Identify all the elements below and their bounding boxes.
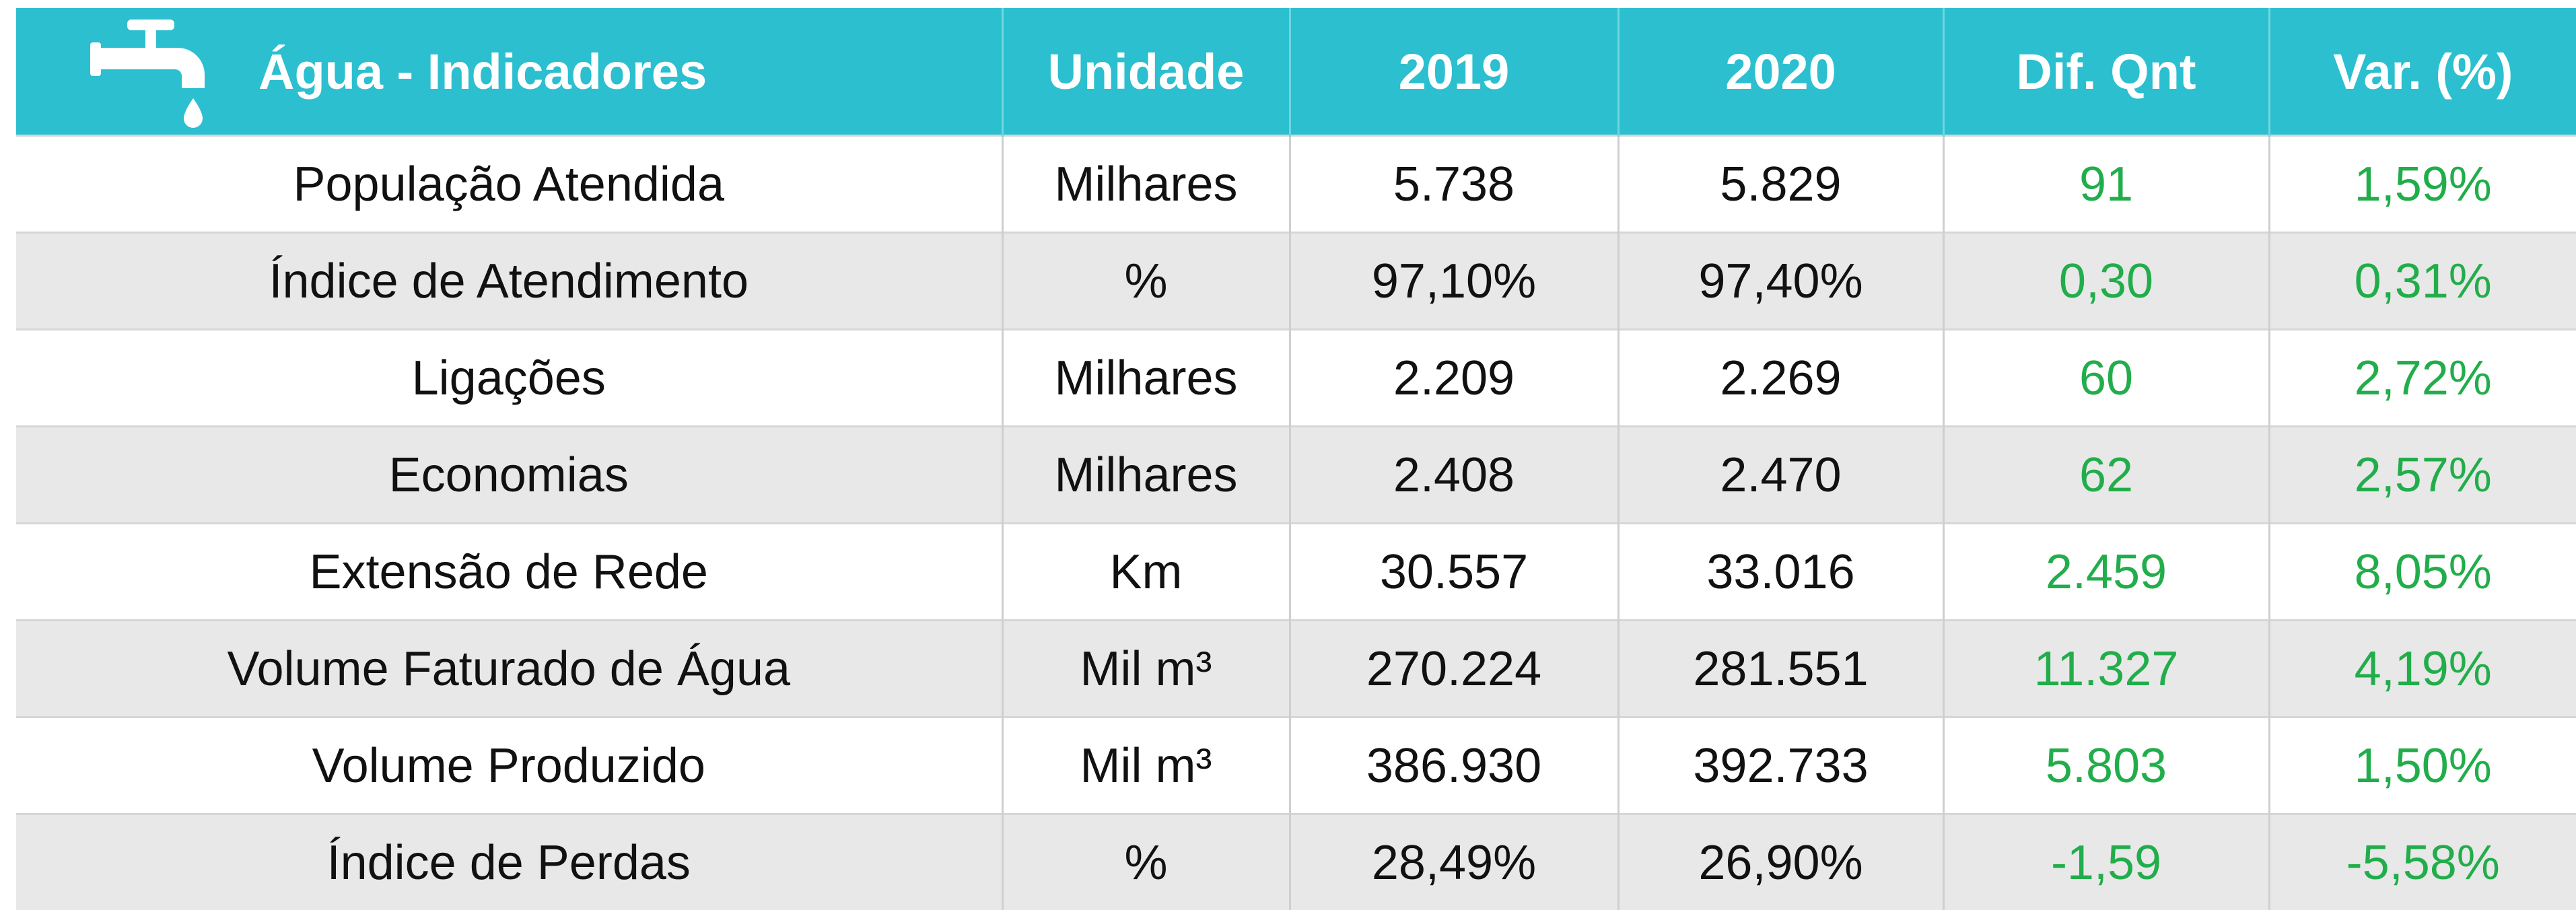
table-cell: 4,19% bbox=[2269, 621, 2576, 718]
table-cell: 28,49% bbox=[1290, 814, 1618, 910]
header-title-cell: Água - Indicadores bbox=[16, 8, 1002, 136]
table-cell: Extensão de Rede bbox=[16, 524, 1002, 621]
table-cell: 2.269 bbox=[1618, 330, 1943, 427]
table-cell: 2.459 bbox=[1943, 524, 2269, 621]
table-cell: Economias bbox=[16, 427, 1002, 524]
table-cell: -1,59 bbox=[1943, 814, 2269, 910]
table-cell: 1,59% bbox=[2269, 136, 2576, 233]
header-title: Água - Indicadores bbox=[258, 43, 707, 100]
table-cell: 5.738 bbox=[1290, 136, 1618, 233]
table-cell: 2.408 bbox=[1290, 427, 1618, 524]
table-cell: 60 bbox=[1943, 330, 2269, 427]
table-cell: 30.557 bbox=[1290, 524, 1618, 621]
table-cell: -5,58% bbox=[2269, 814, 2576, 910]
faucet-icon bbox=[90, 14, 211, 129]
table-cell: Milhares bbox=[1002, 427, 1290, 524]
table-cell: 2,72% bbox=[2269, 330, 2576, 427]
table-cell: 33.016 bbox=[1618, 524, 1943, 621]
header-cell: 2019 bbox=[1290, 8, 1618, 136]
table-cell: 0,30 bbox=[1943, 233, 2269, 330]
table-cell: Ligações bbox=[16, 330, 1002, 427]
table-cell: 0,31% bbox=[2269, 233, 2576, 330]
table-cell: 386.930 bbox=[1290, 718, 1618, 814]
table-cell: Volume Faturado de Água bbox=[16, 621, 1002, 718]
table-cell: Milhares bbox=[1002, 330, 1290, 427]
table-cell: 2.209 bbox=[1290, 330, 1618, 427]
header-cell: Var. (%) bbox=[2269, 8, 2576, 136]
table-row: Índice de Perdas%28,49%26,90%-1,59-5,58% bbox=[16, 814, 2576, 910]
table-cell: % bbox=[1002, 814, 1290, 910]
table-cell: 392.733 bbox=[1618, 718, 1943, 814]
table-cell: 5.829 bbox=[1618, 136, 1943, 233]
title-wrap: Água - Indicadores bbox=[16, 14, 1002, 129]
header-cell: Dif. Qnt bbox=[1943, 8, 2269, 136]
table-cell: 97,10% bbox=[1290, 233, 1618, 330]
table-cell: 2,57% bbox=[2269, 427, 2576, 524]
table-cell: 270.224 bbox=[1290, 621, 1618, 718]
header-cell: Unidade bbox=[1002, 8, 1290, 136]
table-cell: Índice de Atendimento bbox=[16, 233, 1002, 330]
table-cell: 11.327 bbox=[1943, 621, 2269, 718]
table-cell: População Atendida bbox=[16, 136, 1002, 233]
table-cell: 62 bbox=[1943, 427, 2269, 524]
table-cell: 8,05% bbox=[2269, 524, 2576, 621]
table-cell: Milhares bbox=[1002, 136, 1290, 233]
table-cell: Mil m³ bbox=[1002, 718, 1290, 814]
table-cell: 97,40% bbox=[1618, 233, 1943, 330]
table-cell: 1,50% bbox=[2269, 718, 2576, 814]
table-cell: 281.551 bbox=[1618, 621, 1943, 718]
header-cell: 2020 bbox=[1618, 8, 1943, 136]
table-cell: 26,90% bbox=[1618, 814, 1943, 910]
table-cell: Km bbox=[1002, 524, 1290, 621]
table-cell: % bbox=[1002, 233, 1290, 330]
table-cell: Índice de Perdas bbox=[16, 814, 1002, 910]
table-cell: Mil m³ bbox=[1002, 621, 1290, 718]
table-cell: 91 bbox=[1943, 136, 2269, 233]
table-cell: 2.470 bbox=[1618, 427, 1943, 524]
table-cell: Volume Produzido bbox=[16, 718, 1002, 814]
table-cell: 5.803 bbox=[1943, 718, 2269, 814]
